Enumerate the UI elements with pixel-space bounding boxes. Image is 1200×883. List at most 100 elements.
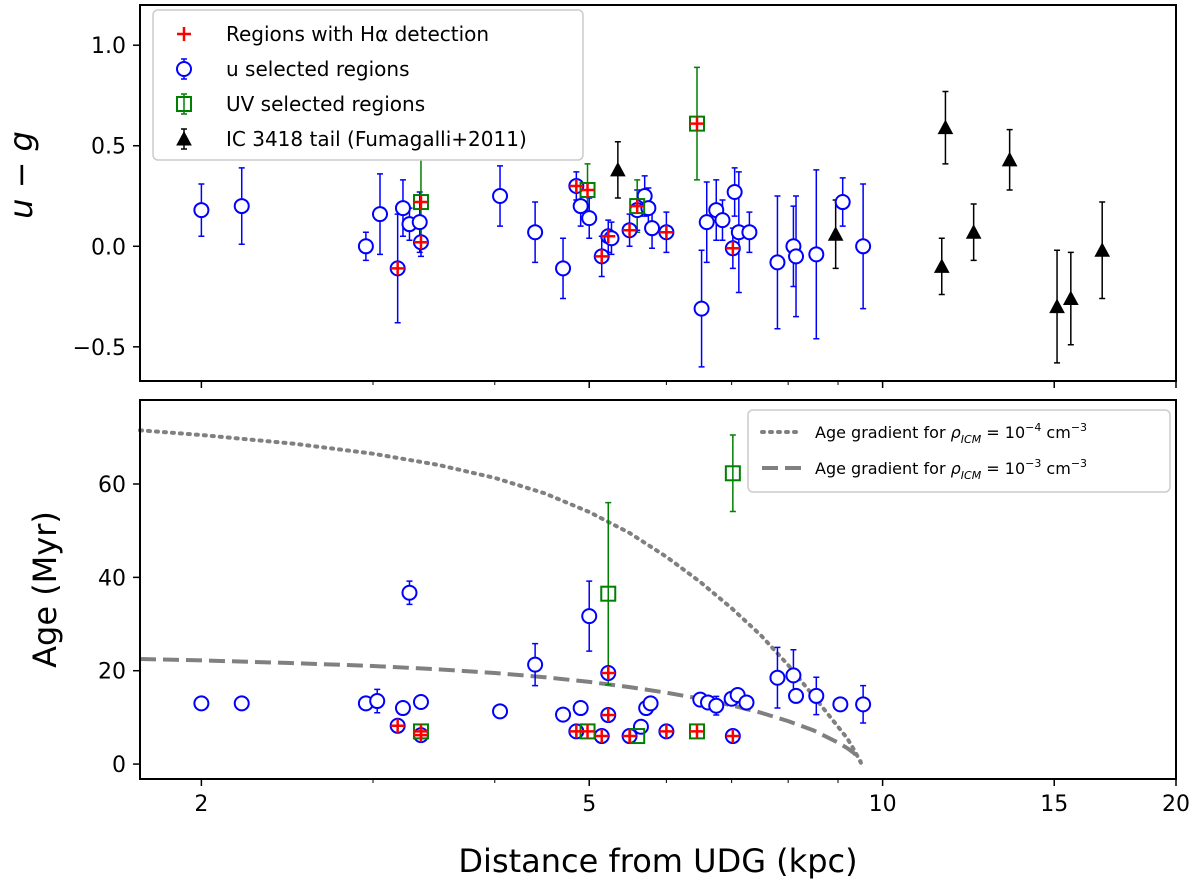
halpha-point (413, 724, 428, 739)
u-point (369, 693, 386, 710)
u-point (708, 697, 725, 714)
legend-text-part: cm (1041, 459, 1070, 478)
u-point (808, 687, 825, 704)
u-point (394, 200, 411, 217)
x-tick-label: 15 (1040, 792, 1068, 817)
u-point (193, 695, 210, 712)
x-tick-label: 10 (869, 792, 897, 817)
u-point (632, 718, 649, 735)
halpha-point (594, 249, 609, 264)
y-tick-label: 0.0 (91, 235, 126, 260)
legend-box (747, 409, 1171, 493)
legend-label-dashed: Age gradient for ρICM = 10−3 cm−3 (815, 457, 1087, 482)
legend-text-part: ρ (951, 459, 961, 478)
u-point (555, 260, 572, 277)
age-gradient-dotted-curve (138, 428, 863, 765)
y-axis-label: u − g (2, 131, 40, 219)
y-tick-label: −0.5 (73, 336, 126, 361)
legend: Regions with Hα detection u selected regi… (152, 9, 584, 161)
u-point (726, 183, 743, 200)
ic3418-point (1094, 242, 1111, 257)
uv-point (600, 585, 617, 602)
ic3418-point (933, 258, 950, 273)
u-point (644, 220, 661, 237)
u-point (769, 254, 786, 271)
axes-frame (139, 4, 1177, 382)
y-axis-label: Age (Myr) (26, 511, 64, 668)
legend-label-dotted: Age gradient for ρICM = 10−4 cm−3 (815, 421, 1087, 446)
panel-top: 1.0 0.5 0.0 −0.5 u − g Regions with Hα detect… (2, 4, 1177, 388)
u-point (855, 238, 872, 255)
halpha-point (630, 199, 645, 214)
u-point (372, 206, 389, 223)
uv-errorbar (605, 501, 612, 686)
legend-text-part: cm (1041, 423, 1070, 442)
legend-marker-u (176, 61, 192, 77)
u-point (714, 212, 731, 229)
u-point (603, 230, 620, 247)
u-point (693, 300, 710, 317)
halpha-point (390, 718, 405, 733)
y-tick-label: 0 (112, 753, 126, 778)
legend-label-uv: UV selected regions (226, 92, 425, 116)
ic3418-point (1001, 151, 1018, 167)
halpha-point (659, 724, 674, 739)
halpha-point (390, 261, 405, 276)
halpha-point (690, 724, 705, 739)
u-point (572, 198, 589, 215)
u-point (394, 700, 411, 717)
halpha-point (569, 178, 584, 193)
u-point (785, 667, 802, 684)
u-point (233, 198, 250, 215)
uv-errorbar (729, 434, 736, 513)
halpha-point (725, 241, 740, 256)
legend-text-part: −3 (1025, 457, 1041, 470)
halpha-point (413, 235, 428, 250)
y-tick-label: 40 (98, 566, 126, 591)
x-tick-label: 2 (194, 792, 208, 817)
u-point (788, 248, 805, 265)
ic3418-point (965, 224, 982, 239)
legend-text-part: ICM (961, 469, 982, 482)
legend-marker-uv (176, 96, 192, 112)
u-point (555, 706, 572, 723)
age-gradient-dashed-curve (139, 657, 863, 763)
legend-label-u: u selected regions (226, 57, 410, 81)
halpha-point (690, 116, 705, 131)
u-point (769, 669, 786, 686)
u-point (698, 214, 715, 231)
y-tick-label: 60 (98, 473, 126, 498)
legend-text-part: = 10 (981, 459, 1025, 478)
legend-text-part: ICM (961, 433, 982, 446)
u-point (581, 608, 598, 625)
u-point (527, 656, 544, 673)
u-point (233, 695, 250, 712)
u-point (193, 202, 210, 219)
x-tick-label: 5 (582, 792, 596, 817)
ic3418-point (937, 119, 954, 135)
x-tick-label: 20 (1162, 792, 1190, 817)
u-point (738, 694, 755, 711)
halpha-point (601, 229, 616, 244)
halpha-point (659, 225, 674, 240)
x-axis-label: Distance from UDG (kpc) (458, 842, 857, 880)
axes-frame (139, 399, 1177, 780)
halpha-point (413, 195, 428, 210)
u-point (788, 687, 805, 704)
u-point (855, 696, 872, 713)
halpha-point (725, 729, 740, 744)
legend-text-part: ρ (951, 423, 961, 442)
halpha-point (594, 729, 609, 744)
ic3418-point (1062, 290, 1079, 306)
u-point (572, 700, 589, 717)
legend-label-ic3418: IC 3418 tail (Fumagalli+2011) (226, 127, 527, 151)
halpha-point (601, 666, 616, 681)
u-point (741, 224, 758, 241)
y-tick-label: 20 (98, 660, 126, 685)
y-tick-label: 0.5 (91, 135, 126, 160)
u-point (492, 188, 509, 205)
u-point (412, 693, 429, 710)
legend-text-part: −4 (1025, 421, 1041, 434)
u-point (527, 224, 544, 241)
y-tick-label: 1.0 (91, 34, 126, 59)
